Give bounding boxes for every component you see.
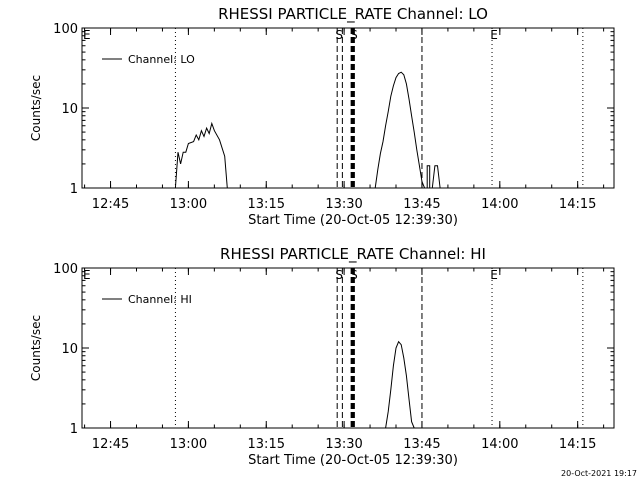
event-marker-label: S bbox=[335, 28, 343, 42]
edge-marker-label: E bbox=[83, 28, 91, 42]
y-axis-label: Counts/sec bbox=[29, 75, 43, 141]
chart-panel-2: RHESSI PARTICLE_RATE Channel: HI 12:45 13:… bbox=[29, 245, 615, 468]
event-marker-label: E bbox=[490, 28, 498, 42]
x-tick-label: 14:00 bbox=[481, 197, 518, 212]
y-axis-label: Counts/sec bbox=[29, 315, 43, 381]
x-tick-label: 13:00 bbox=[170, 437, 207, 452]
event-marker-label: S bbox=[335, 268, 343, 282]
x-tick-label: 14:15 bbox=[559, 437, 596, 452]
series-line bbox=[426, 165, 431, 188]
x-tick-label: 13:00 bbox=[170, 197, 207, 212]
series-line bbox=[374, 71, 426, 189]
chart-title: RHESSI PARTICLE_RATE Channel: LO bbox=[218, 5, 488, 24]
x-tick-label: 13:15 bbox=[248, 197, 285, 212]
y-tick-label: 1 bbox=[70, 182, 78, 197]
chart-panel-1: RHESSI PARTICLE_RATE Channel: LO 12:45 13:… bbox=[29, 5, 615, 228]
legend-label: Channel: LO bbox=[128, 53, 195, 66]
x-tick-label: 14:00 bbox=[481, 437, 518, 452]
x-axis-label: Start Time (20-Oct-05 12:39:30) bbox=[248, 453, 458, 468]
x-tick-label: 14:15 bbox=[559, 197, 596, 212]
x-tick-label: 12:45 bbox=[92, 197, 129, 212]
x-tick-label: 13:30 bbox=[325, 197, 362, 212]
event-marker-label: E bbox=[490, 268, 498, 282]
x-tick-label: 12:45 bbox=[92, 437, 129, 452]
event-marker-label: S bbox=[350, 268, 358, 282]
x-axis-label: Start Time (20-Oct-05 12:39:30) bbox=[248, 213, 458, 228]
x-tick-label: 13:30 bbox=[325, 437, 362, 452]
x-tick-label: 13:45 bbox=[403, 437, 440, 452]
x-tick-label: 13:45 bbox=[403, 197, 440, 212]
y-tick-label: 10 bbox=[61, 102, 78, 117]
series-line bbox=[385, 340, 415, 429]
series-line bbox=[431, 165, 441, 189]
y-tick-label: 100 bbox=[53, 262, 78, 277]
y-tick-label: 100 bbox=[53, 22, 78, 37]
event-marker-label: S bbox=[350, 28, 358, 42]
y-tick-label: 1 bbox=[70, 422, 78, 437]
x-tick-label: 13:15 bbox=[248, 437, 285, 452]
edge-marker-label: E bbox=[83, 268, 91, 282]
legend-label: Channel: HI bbox=[128, 293, 192, 306]
chart-title: RHESSI PARTICLE_RATE Channel: HI bbox=[220, 245, 486, 264]
footer-timestamp: 20-Oct-2021 19:17 bbox=[561, 469, 637, 478]
plot-frame bbox=[81, 267, 615, 429]
series-line bbox=[174, 121, 228, 189]
plot-frame bbox=[81, 27, 615, 189]
y-tick-label: 10 bbox=[61, 342, 78, 357]
